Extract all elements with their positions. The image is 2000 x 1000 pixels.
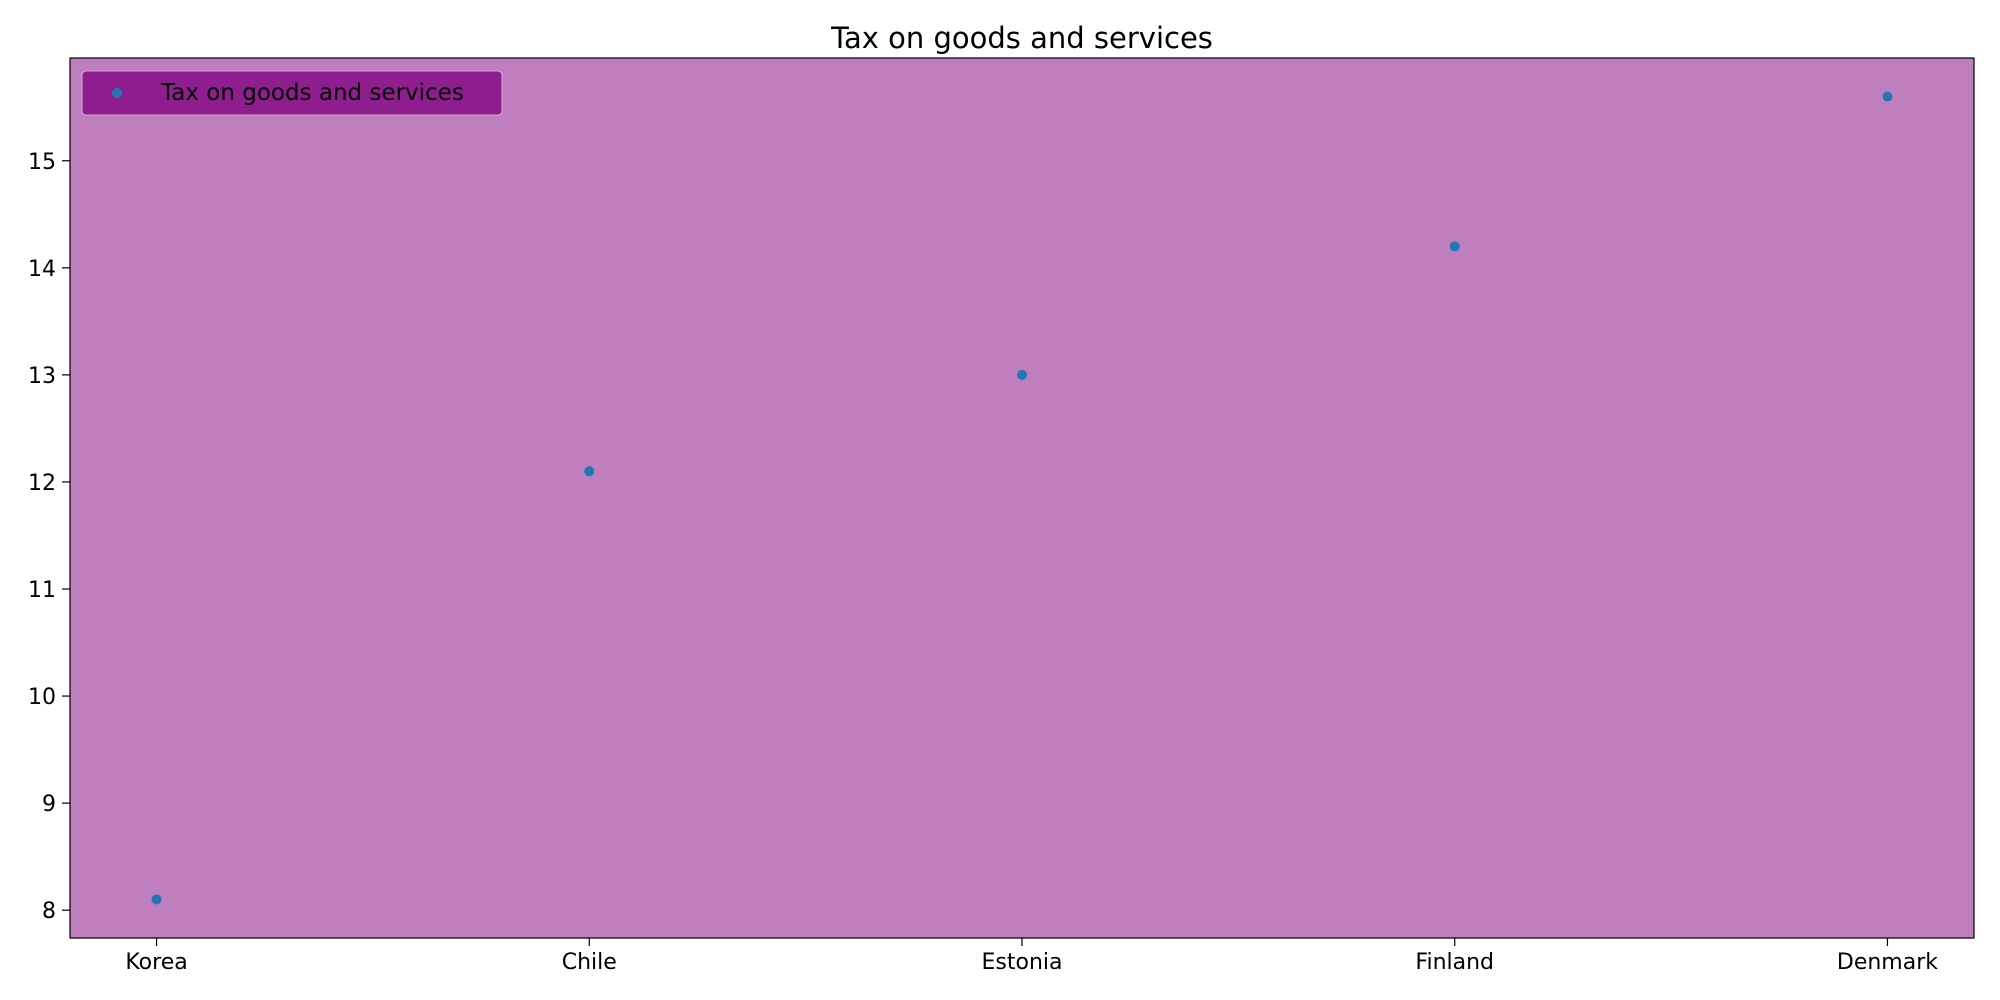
x-tick-label: Korea bbox=[125, 950, 187, 975]
data-points bbox=[151, 91, 1893, 905]
y-axis: 8 9 10 11 12 13 14 15 bbox=[28, 150, 70, 924]
x-axis: Korea Chile Estonia Finland Denmark bbox=[125, 938, 1938, 975]
legend-box bbox=[81, 70, 503, 116]
legend-label: Tax on goods and services bbox=[160, 80, 464, 106]
chart-title: Tax on goods and services bbox=[830, 21, 1213, 55]
data-point bbox=[151, 894, 162, 905]
y-tick-label: 8 bbox=[42, 899, 56, 924]
x-tick-label: Finland bbox=[1415, 950, 1494, 975]
data-point bbox=[584, 466, 595, 477]
y-tick-label: 15 bbox=[28, 150, 56, 175]
x-tick-label: Chile bbox=[562, 950, 617, 975]
y-tick-label: 11 bbox=[28, 578, 56, 603]
y-tick-label: 9 bbox=[42, 792, 56, 817]
y-tick-label: 14 bbox=[28, 257, 56, 282]
y-tick-label: 10 bbox=[28, 685, 56, 710]
y-tick-label: 13 bbox=[28, 364, 56, 389]
y-tick-label: 12 bbox=[28, 471, 56, 496]
data-point bbox=[1882, 91, 1893, 102]
plot-frame bbox=[69, 57, 1975, 939]
x-tick-label: Estonia bbox=[982, 950, 1063, 975]
data-point bbox=[1017, 369, 1027, 380]
x-tick-label: Denmark bbox=[1837, 950, 1938, 975]
legend-marker bbox=[112, 88, 122, 98]
legend: Tax on goods and services bbox=[81, 70, 503, 116]
plot-area bbox=[70, 58, 1974, 938]
data-point bbox=[1449, 241, 1460, 252]
